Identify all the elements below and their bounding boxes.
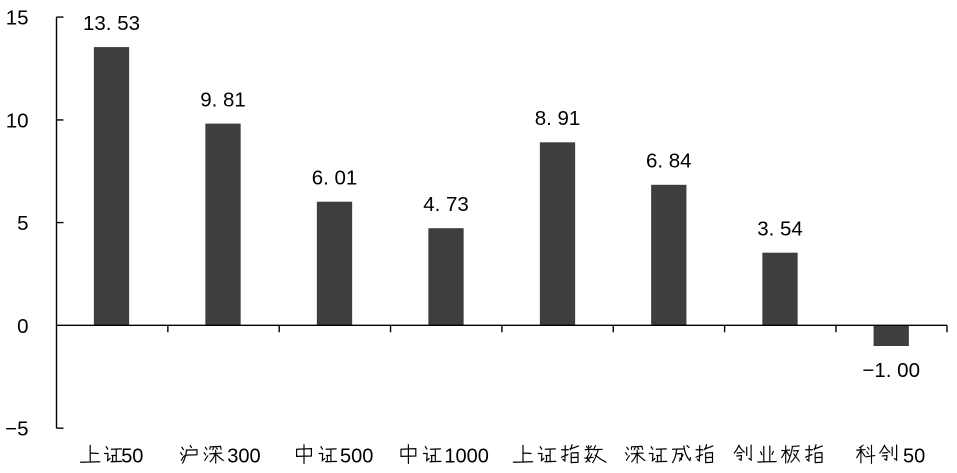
svg-text:10: 10: [6, 110, 29, 133]
svg-text:50: 50: [903, 446, 925, 468]
svg-text:3. 54: 3. 54: [757, 217, 803, 240]
svg-text:−5: −5: [5, 418, 28, 441]
svg-text:6. 84: 6. 84: [646, 150, 692, 173]
svg-text:8. 91: 8. 91: [535, 107, 581, 130]
svg-text:300: 300: [227, 446, 260, 468]
svg-text:50: 50: [121, 446, 143, 468]
svg-text:9. 81: 9. 81: [200, 88, 246, 111]
svg-text:13. 53: 13. 53: [83, 12, 140, 35]
svg-text:6. 01: 6. 01: [312, 166, 358, 189]
svg-text:5: 5: [17, 212, 28, 235]
svg-text:500: 500: [340, 446, 373, 468]
svg-text:4. 73: 4. 73: [423, 193, 469, 216]
svg-text:1000: 1000: [444, 446, 489, 468]
svg-text:15: 15: [6, 7, 29, 30]
svg-text:−1. 00: −1. 00: [862, 359, 920, 382]
svg-text:0: 0: [17, 315, 28, 338]
